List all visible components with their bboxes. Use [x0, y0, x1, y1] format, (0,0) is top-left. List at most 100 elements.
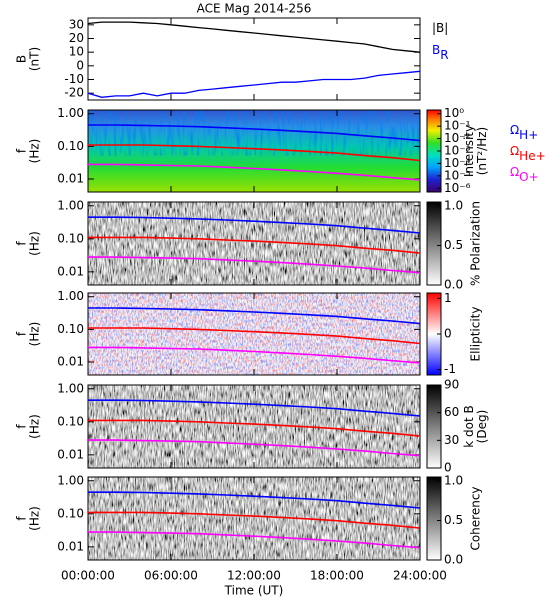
y-axis-label: (Hz)	[28, 506, 42, 531]
colorbar	[426, 476, 442, 561]
colorbar-label: Intensity	[462, 125, 476, 177]
series-line	[88, 531, 421, 549]
y-axis-label: f	[15, 424, 29, 429]
colorbar-tick-label: 0	[444, 461, 452, 475]
spectrogram-image	[88, 477, 420, 560]
legend-label: |B|	[432, 21, 448, 35]
colorbar-tick-label: 0	[444, 327, 452, 341]
colorbar-tick-label: 60	[444, 405, 459, 419]
y-tick-label: 0.01	[57, 355, 84, 369]
y-axis-label: f	[15, 331, 29, 336]
y-tick-label: 1.00	[57, 289, 84, 303]
legend-subscript: H+	[519, 128, 538, 142]
y-tick-label: 0.10	[57, 231, 84, 245]
series-line	[88, 491, 421, 509]
colorbar-tick-label: 0.5	[444, 513, 463, 527]
colorbar	[426, 384, 442, 469]
spectrogram-image	[88, 385, 420, 468]
chart-title: ACE Mag 2014-256	[197, 2, 312, 16]
y-tick-label: 0	[76, 58, 84, 72]
series-line	[87, 70, 421, 98]
legend-entry: |B|	[432, 21, 448, 35]
x-tick-label: 12:00:00	[227, 569, 281, 583]
series-line	[88, 439, 421, 457]
y-tick-label: -20	[64, 86, 84, 100]
colorbar-tick-label: 10⁰	[444, 106, 464, 120]
spectrogram-texture	[88, 293, 420, 375]
colorbar-label: k dot B	[462, 405, 476, 447]
x-tick-label: 24:00:00	[393, 569, 447, 583]
legend-entry: BR	[432, 43, 449, 62]
series-line	[88, 236, 421, 254]
y-tick-label: 0.10	[57, 414, 84, 428]
series-line	[87, 21, 421, 53]
colorbar-label: (nT²/Hz)	[475, 127, 489, 175]
y-tick-label: 1.00	[57, 198, 84, 212]
y-tick-label: 1.00	[57, 473, 84, 487]
colorbar	[426, 201, 442, 286]
y-axis-label: (Hz)	[28, 231, 42, 256]
colorbar-tick-label: 10⁻⁴	[444, 156, 471, 170]
colorbar-tick-label: 10⁻⁵	[444, 168, 471, 182]
legend-entry: ΩH+	[510, 123, 538, 142]
series-line	[88, 144, 421, 162]
legend-entry: ΩO+	[510, 165, 539, 184]
colorbar-label: Coherency	[469, 486, 483, 550]
colorbar-tick-label: 10⁻⁶	[444, 181, 471, 195]
colorbar-tick-label: 0.0	[444, 553, 463, 567]
spectrogram-texture	[88, 110, 420, 156]
legend-entry: ΩHe+	[510, 144, 546, 163]
y-tick-label: 0.10	[57, 139, 84, 153]
plot-frame	[87, 17, 421, 101]
colorbar-tick-label: 10⁻³	[444, 144, 471, 158]
colorbar-tick-label: 1.0	[444, 198, 463, 212]
legend-subscript: He+	[519, 149, 545, 163]
y-axis-label: (nT)	[28, 47, 42, 71]
y-tick-label: 0.01	[57, 264, 84, 278]
y-axis-label: B	[15, 55, 29, 63]
y-axis-label: f	[15, 516, 29, 521]
colorbar-label: % Polarization	[469, 201, 483, 286]
legend-label: Ω	[510, 144, 519, 158]
colorbar-tick-label: 90	[444, 378, 459, 392]
legend-subscript: R	[440, 48, 448, 62]
colorbar-label: (Deg)	[475, 410, 489, 444]
y-axis-label: (Hz)	[28, 414, 42, 439]
legend-label: Ω	[510, 165, 519, 179]
colorbar-tick-label: 10⁻²	[444, 131, 471, 145]
y-tick-label: 1.00	[57, 381, 84, 395]
y-tick-label: 10	[69, 45, 84, 59]
colorbar-label: Ellipticity	[469, 307, 483, 362]
y-tick-label: 20	[69, 31, 84, 45]
legend-subscript: O+	[519, 170, 539, 184]
series-line	[88, 399, 421, 417]
x-tick-label: 00:00:00	[61, 569, 115, 583]
colorbar-tick-label: 0.0	[444, 278, 463, 292]
series-line	[88, 327, 421, 345]
series-line	[88, 124, 421, 142]
series-line	[88, 307, 421, 325]
colorbar-tick-label: 30	[444, 433, 459, 447]
series-line	[88, 163, 421, 181]
colorbar-tick-label: 10⁻¹	[444, 119, 471, 133]
spectrogram-image	[88, 202, 420, 285]
y-axis-label: f	[15, 148, 29, 153]
series-line	[88, 419, 421, 437]
y-tick-label: 0.01	[57, 447, 84, 461]
x-axis-label: Time (UT)	[224, 584, 284, 598]
y-tick-label: 0.01	[57, 172, 84, 186]
legend-label: B	[432, 43, 440, 57]
series-line	[88, 216, 421, 234]
colorbar-tick-label: 1	[444, 291, 452, 305]
y-tick-label: -10	[64, 72, 84, 86]
y-tick-label: 30	[69, 17, 84, 31]
y-tick-label: 0.01	[57, 539, 84, 553]
y-axis-label: (Hz)	[28, 139, 42, 164]
series-line	[88, 256, 421, 274]
colorbar-tick-label: 0.5	[444, 238, 463, 252]
colorbar-tick-label: -1	[444, 362, 456, 376]
colorbar-tick-label: 1.0	[444, 473, 463, 487]
y-tick-label: 0.10	[57, 506, 84, 520]
x-tick-label: 18:00:00	[310, 569, 364, 583]
